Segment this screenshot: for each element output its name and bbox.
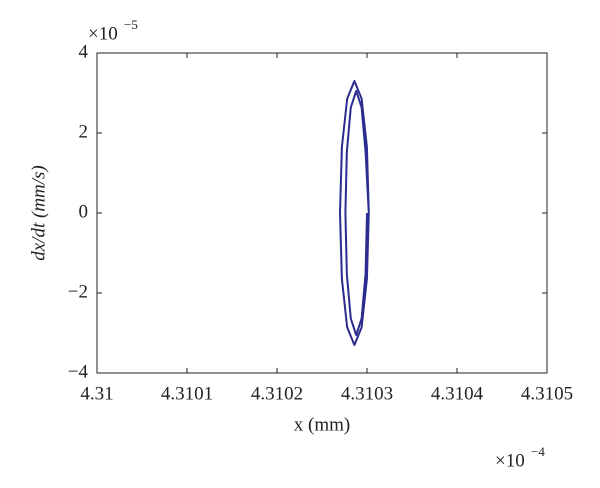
y-tick-label: 0 (79, 201, 89, 222)
y-tick-label: 4 (79, 41, 89, 62)
x-tick-label: 4.3102 (251, 383, 303, 404)
y-tick-label: 2 (79, 121, 89, 142)
x-tick-label: 4.31 (80, 383, 113, 404)
y-tick-label: −4 (68, 361, 89, 382)
x-axis-label: x (mm) (294, 414, 350, 435)
phase-curve (339, 80, 370, 346)
x-tick-label: 4.3104 (431, 383, 484, 404)
plot-frame (96, 52, 548, 374)
x-multiplier-base: ×10 (495, 450, 525, 471)
y-axis-label: dx/dt (mm/s) (28, 165, 49, 261)
x-multiplier: ×10 −4 (495, 444, 545, 471)
x-tick-label: 4.3105 (521, 383, 573, 404)
x-multiplier-exponent: −4 (531, 444, 545, 459)
y-multiplier-base: ×10 (88, 23, 118, 44)
x-tick-label: 4.3103 (341, 383, 393, 404)
y-tick-label: −2 (68, 281, 88, 302)
x-tick-label: 4.3101 (161, 383, 213, 404)
y-multiplier-exponent: −5 (124, 17, 138, 32)
y-multiplier: ×10 −5 (88, 17, 138, 44)
